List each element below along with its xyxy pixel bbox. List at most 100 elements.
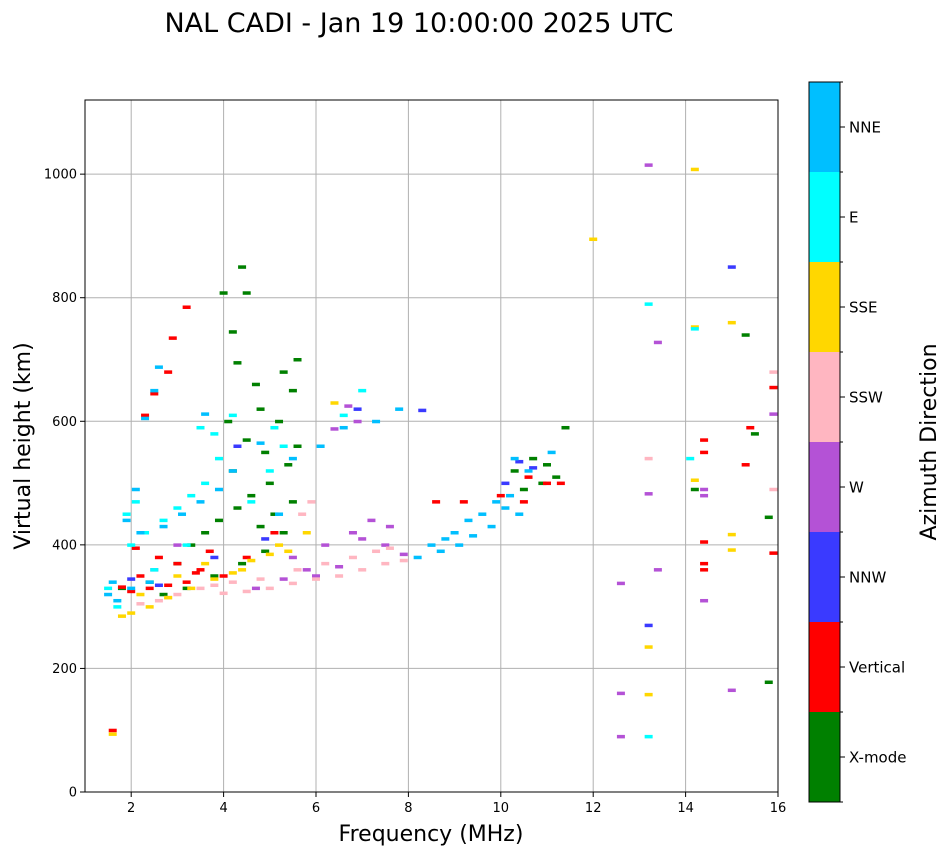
data-point [399, 552, 408, 557]
data-point [141, 413, 150, 418]
data-point [348, 531, 357, 535]
data-point [385, 546, 394, 550]
data-point [219, 574, 228, 578]
data-point [372, 549, 381, 554]
colorbar-tick-label: W [849, 479, 864, 497]
data-point [307, 500, 316, 504]
data-point [104, 592, 113, 597]
data-point [524, 475, 533, 479]
data-point [515, 459, 524, 464]
series-vertical [108, 305, 778, 733]
data-point [178, 512, 187, 516]
data-point [727, 265, 736, 269]
data-point [464, 518, 473, 523]
data-point [136, 574, 145, 578]
data-point [141, 531, 150, 535]
y-tick-label: 400 [52, 538, 77, 553]
data-point [233, 506, 242, 510]
data-point [196, 586, 205, 591]
series-ssw [136, 370, 778, 606]
data-point [256, 524, 265, 529]
colorbar-tick-label: X-mode [849, 749, 906, 767]
data-point [168, 336, 177, 340]
data-point [164, 595, 173, 600]
data-point [275, 512, 284, 516]
data-point [335, 564, 344, 569]
data-point [150, 568, 159, 572]
data-point [727, 320, 736, 325]
data-point [150, 388, 159, 393]
data-point [492, 500, 501, 504]
data-point [769, 487, 778, 492]
data-point [543, 463, 551, 467]
data-point [750, 432, 759, 436]
data-point [279, 577, 288, 581]
data-point [210, 583, 219, 588]
x-tick-label: 12 [585, 801, 602, 816]
data-point [690, 325, 699, 329]
data-point [529, 466, 538, 470]
data-point [242, 589, 251, 594]
data-point [127, 577, 136, 581]
data-point [353, 407, 362, 411]
colorbar-tick-label: E [849, 209, 858, 227]
data-point [727, 688, 736, 693]
data-point [154, 555, 163, 560]
data-point [302, 531, 311, 535]
data-point [145, 605, 154, 609]
data-point [214, 456, 223, 461]
data-point [205, 549, 214, 554]
series-w [150, 163, 778, 739]
y-tick-label: 800 [52, 291, 77, 306]
data-point [348, 555, 357, 560]
colorbar-tick-label: NNE [849, 119, 881, 137]
data-point [256, 407, 265, 411]
data-point [644, 456, 653, 461]
data-point [644, 645, 653, 649]
data-point [469, 534, 478, 538]
data-point [686, 456, 695, 461]
colorbar-tick-label: SSE [849, 299, 878, 317]
data-point [145, 586, 154, 591]
data-point [769, 385, 778, 390]
data-point [616, 691, 625, 696]
x-tick-label: 4 [219, 801, 227, 816]
data-points [104, 163, 778, 739]
data-point [538, 481, 547, 486]
data-point [543, 481, 551, 486]
data-point [164, 583, 173, 588]
data-point [727, 548, 736, 552]
data-point [644, 692, 653, 697]
data-point [644, 492, 653, 496]
data-point [644, 623, 653, 628]
data-point [616, 581, 625, 586]
data-point [552, 475, 561, 479]
y-axis-ticks: 0 200 400 600 800 1000 [44, 168, 85, 801]
data-point [201, 412, 210, 416]
data-point [219, 291, 228, 295]
x-tick-label: 16 [770, 801, 787, 816]
data-point [381, 543, 390, 547]
y-tick-label: 0 [69, 786, 77, 801]
data-point [182, 580, 191, 584]
data-point [136, 602, 145, 606]
data-point [108, 732, 117, 736]
data-point [242, 555, 251, 560]
data-point [427, 543, 436, 547]
data-point [247, 493, 256, 498]
x-tick-label: 10 [493, 801, 510, 816]
data-point [288, 456, 297, 461]
data-point [270, 512, 279, 516]
data-point [131, 546, 140, 550]
data-point [644, 734, 653, 739]
data-point [242, 291, 251, 295]
data-point [256, 441, 265, 445]
colorbar-segment [809, 82, 840, 172]
data-point [159, 592, 168, 597]
data-point [247, 558, 256, 563]
data-point [113, 598, 122, 603]
data-point [228, 469, 237, 473]
data-point [501, 481, 510, 486]
data-point [441, 537, 450, 541]
